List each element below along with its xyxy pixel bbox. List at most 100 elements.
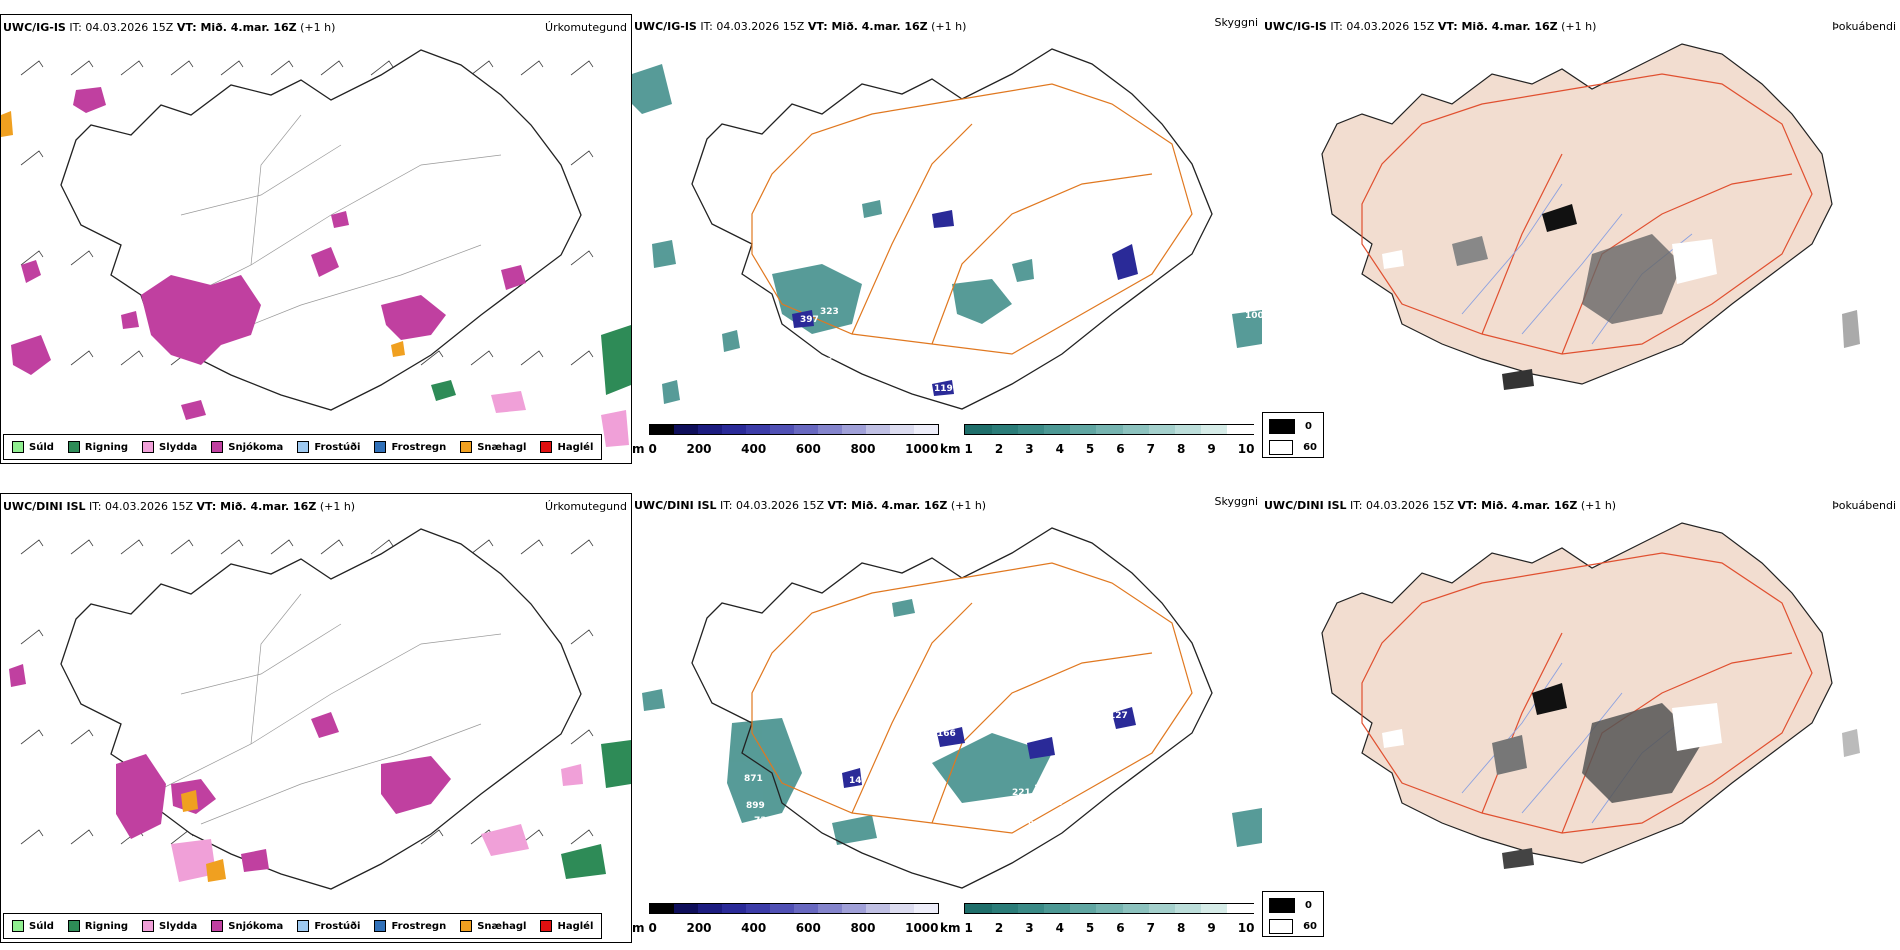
cloud-base-label: 37 <box>1129 314 1142 324</box>
legend-item: Frostregn <box>374 441 446 453</box>
legend-swatch <box>1269 419 1295 434</box>
panel-header: UWC/DINI ISL IT: 04.03.2026 15Z VT: Mið.… <box>1264 499 1617 512</box>
cloud-base-label: 87 <box>1056 814 1069 824</box>
cloud-base-label: 17 <box>1034 784 1047 794</box>
roads <box>751 83 1193 355</box>
legend-swatch <box>1269 898 1295 913</box>
colorbar-unit: km <box>940 921 961 935</box>
iceland-land <box>1321 522 1833 864</box>
legend-swatch <box>12 920 24 932</box>
panel-title: Þokuábendi <box>1832 499 1896 512</box>
snow-pellet-areas <box>1 111 405 357</box>
legend-swatch <box>460 920 473 932</box>
cloud-base-label: 119 <box>934 384 953 394</box>
panel-header: UWC/IG-IS IT: 04.03.2026 15Z VT: Mið. 4.… <box>3 21 336 34</box>
cloud-base-label: 14 <box>849 776 862 786</box>
fog-panel-bottom: UWC/DINI ISL IT: 04.03.2026 15Z VT: Mið.… <box>1262 493 1900 943</box>
roads <box>751 562 1193 834</box>
cloud-base-label: 871 <box>744 774 763 784</box>
legend-swatch <box>12 441 24 453</box>
legend-item: Snæhagl <box>460 441 526 453</box>
legend-item: Snjókoma <box>211 920 283 932</box>
legend-swatch <box>297 920 310 932</box>
legend-item: Súld <box>12 441 54 453</box>
iceland-coastline <box>691 527 1213 889</box>
fog-shading <box>1382 683 1860 869</box>
fog-panel-top: UWC/IG-IS IT: 04.03.2026 15Z VT: Mið. 4.… <box>1262 14 1900 464</box>
cloud-base-label: 946 <box>827 352 846 362</box>
legend-swatch <box>374 441 387 453</box>
legend-item: Frostúði <box>297 441 360 453</box>
legend-swatch <box>142 920 155 932</box>
cloud-base-label: 197 <box>1012 310 1031 320</box>
cloud-base-colorbar: m 0 200 400 600 800 1000 <box>632 903 939 935</box>
legend-swatch <box>540 920 553 932</box>
precip-type-legend: Súld Rigning Slydda Snjókoma Frostúði Fr… <box>3 434 603 460</box>
sleet-areas <box>171 764 583 882</box>
panel-header: UWC/IG-IS IT: 04.03.2026 15Z VT: Mið. 4.… <box>1264 20 1597 33</box>
cloud-base-label: 928 <box>1028 820 1047 830</box>
legend-swatch <box>540 441 553 453</box>
precip-type-legend: Súld Rigning Slydda Snjókoma Frostúði Fr… <box>3 913 603 939</box>
legend-swatch <box>142 441 155 453</box>
panel-title: Úrkomutegund <box>545 500 627 513</box>
cloud-base-label: 98 <box>855 362 868 372</box>
legend-swatch <box>297 441 310 453</box>
rain-areas <box>431 325 631 401</box>
cloud-base-label: 149 <box>1137 261 1156 271</box>
legend-swatch <box>1269 440 1294 455</box>
legend-item: Rigning <box>67 441 128 453</box>
legend-item: Slydda <box>142 920 197 932</box>
cloud-map-bottom: 34 166 12 14 221 17 87 87 928 990 871 89… <box>642 527 1262 889</box>
cloud-base-label: 121 <box>1057 330 1076 340</box>
panel-title: Úrkomutegund <box>545 21 627 34</box>
cloud-base-label: 846 <box>744 831 763 841</box>
cloud-base-label: 899 <box>746 801 765 811</box>
panel-title: Þokuábendi <box>1832 20 1896 33</box>
snow-pellet-areas <box>181 790 226 882</box>
legend-item: Snjókoma <box>211 441 283 453</box>
cloud-base-label: 87 <box>1052 798 1065 808</box>
legend-item: Súld <box>12 920 54 932</box>
fog-map-bottom <box>1321 522 1860 869</box>
legend-swatch <box>211 441 224 453</box>
cloud-base-label: 221 <box>1012 788 1031 798</box>
cloud-base-areas <box>792 210 1138 396</box>
fog-map-top <box>1321 43 1860 390</box>
panel-header: UWC/DINI ISL IT: 04.03.2026 15Z VT: Mið.… <box>634 499 987 512</box>
legend-item: Snæhagl <box>460 920 526 932</box>
cloud-base-areas <box>842 707 1136 788</box>
visibility-areas <box>632 64 1262 404</box>
sleet-areas <box>491 391 629 447</box>
legend-item: Haglél <box>540 441 593 453</box>
fog-legend: 0 60 <box>1262 412 1324 458</box>
legend-swatch <box>67 920 80 932</box>
panel-header: UWC/DINI ISL IT: 04.03.2026 15Z VT: Mið.… <box>3 500 356 513</box>
iceland-coastline <box>691 48 1213 410</box>
iceland-coastline <box>60 49 582 411</box>
fog-legend: 0 60 <box>1262 891 1324 937</box>
cloud-base-colorbar: m 0 200 400 600 800 1000 <box>632 424 939 456</box>
legend-item: Frostregn <box>374 920 446 932</box>
visibility-colorbar: km 1 2 3 4 5 6 7 8 9 10 <box>940 903 1255 935</box>
colorbar-unit: m <box>632 921 645 935</box>
panel-header: UWC/IG-IS IT: 04.03.2026 15Z VT: Mið. 4.… <box>634 20 967 33</box>
precip-panel-bottom: UWC/DINI ISL IT: 04.03.2026 15Z VT: Mið.… <box>0 493 632 943</box>
cloud-base-label: 119 <box>910 865 929 875</box>
fog-shading <box>1382 204 1860 390</box>
cloud-map-top: 126 149 197 121 37 397 323 946 98 68 119… <box>632 48 1262 410</box>
precip-map-top <box>1 49 631 447</box>
cloud-base-label: 738 <box>754 816 773 826</box>
roads <box>150 593 502 825</box>
legend-swatch <box>67 441 80 453</box>
cloud-base-label: 12 <box>922 739 935 749</box>
snow-areas <box>9 664 451 872</box>
cloud-base-label: 100 <box>1245 311 1262 321</box>
legend-swatch <box>1269 919 1294 934</box>
legend-item: Frostúði <box>297 920 360 932</box>
cloud-base-label: 34 <box>910 634 923 644</box>
snow-areas <box>11 87 526 420</box>
panel-title: Skyggni <box>1214 16 1258 29</box>
visibility-colorbar: km 1 2 3 4 5 6 7 8 9 10 <box>940 424 1255 456</box>
cloud-base-label: 323 <box>820 307 839 317</box>
